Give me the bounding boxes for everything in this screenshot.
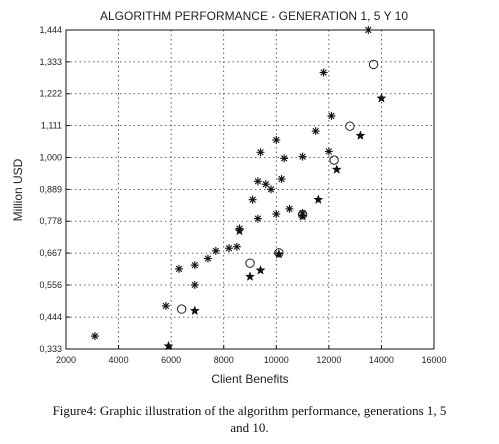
- x-tick-label: 16000: [421, 355, 446, 365]
- y-tick-label: 1,444: [39, 25, 62, 35]
- x-tick-label: 6000: [161, 355, 181, 365]
- y-tick-label: 0,556: [39, 280, 62, 290]
- data-point-star: [376, 93, 387, 103]
- data-point-star: [255, 264, 266, 275]
- y-tick-label: 0,444: [39, 312, 62, 322]
- data-point-star: [189, 305, 200, 316]
- y-axis-label: Million USD: [11, 158, 25, 221]
- x-tick-label: 14000: [369, 355, 394, 365]
- data-point-asterisk: [232, 242, 241, 251]
- y-tick-label: 0,333: [39, 344, 62, 354]
- data-point-asterisk: [203, 254, 212, 263]
- data-point-circle: [297, 209, 308, 220]
- data-point-asterisk: [161, 301, 170, 310]
- caption-text: : Graphic illustration of the algorithm …: [93, 403, 447, 418]
- data-point-circle: [368, 59, 379, 70]
- caption-text-continued: and 10.: [230, 420, 269, 435]
- scatter-chart: ALGORITHM PERFORMANCE - GENERATION 1, 5 …: [11, 9, 447, 386]
- data-point-star: [273, 248, 284, 259]
- y-tick-label: 0,889: [39, 184, 62, 194]
- data-point-circle: [274, 248, 284, 258]
- chart-title: ALGORITHM PERFORMANCE - GENERATION 1, 5 …: [100, 9, 408, 23]
- figure-caption: Figure4: Graphic illustration of the alg…: [0, 402, 499, 436]
- y-tick-label: 1,000: [39, 152, 62, 162]
- data-point-star: [234, 225, 245, 236]
- data-point-asterisk: [90, 332, 99, 341]
- data-point-circle: [176, 304, 187, 314]
- data-point-circle: [329, 155, 339, 165]
- data-point-star: [244, 271, 256, 281]
- data-point-asterisk: [327, 111, 336, 120]
- data-point-asterisk: [253, 177, 262, 186]
- data-point-asterisk: [277, 175, 286, 184]
- data-points: [90, 26, 387, 351]
- data-point-star: [331, 164, 342, 174]
- x-tick-label: 8000: [214, 355, 234, 365]
- x-tick-label: 4000: [109, 355, 129, 365]
- y-tick-label: 0,667: [39, 248, 62, 258]
- data-point-asterisk: [190, 261, 199, 270]
- data-point-asterisk: [175, 264, 184, 273]
- data-point-asterisk: [319, 68, 328, 77]
- caption-label: Figure4: [52, 403, 94, 418]
- data-point-asterisk: [272, 135, 281, 144]
- y-tick-label: 0,778: [39, 216, 62, 226]
- data-point-asterisk: [190, 280, 199, 289]
- data-point-asterisk: [267, 185, 276, 194]
- data-point-asterisk: [261, 180, 270, 189]
- data-point-star: [297, 211, 308, 221]
- y-tick-label: 1,333: [39, 57, 62, 67]
- data-point-asterisk: [224, 244, 233, 253]
- data-point-asterisk: [272, 210, 281, 219]
- data-point-star: [355, 130, 366, 140]
- data-point-asterisk: [256, 148, 265, 157]
- data-point-asterisk: [364, 26, 373, 34]
- x-tick-label: 12000: [316, 355, 341, 365]
- data-point-asterisk: [311, 127, 320, 136]
- data-point-star: [163, 340, 174, 351]
- data-point-asterisk: [248, 195, 257, 204]
- axis-ticks: 2000 4000 6000 8000 10000 12000 14000 16000 0,33…: [39, 25, 446, 365]
- data-point-circle: [345, 121, 355, 131]
- y-tick-label: 1,222: [39, 89, 62, 99]
- y-tick-label: 1,111: [41, 121, 62, 131]
- data-point-asterisk: [285, 204, 294, 213]
- data-point-star: [313, 194, 324, 205]
- grid-lines: [66, 30, 434, 349]
- x-tick-label: 10000: [264, 355, 289, 365]
- x-axis-label: Client Benefits: [211, 372, 288, 386]
- data-point-circle: [245, 258, 255, 268]
- data-point-asterisk: [298, 152, 307, 161]
- data-point-asterisk: [253, 214, 262, 223]
- data-point-asterisk: [280, 154, 289, 163]
- data-point-asterisk: [211, 246, 220, 255]
- data-point-asterisk: [324, 147, 333, 156]
- x-tick-label: 2000: [56, 355, 76, 365]
